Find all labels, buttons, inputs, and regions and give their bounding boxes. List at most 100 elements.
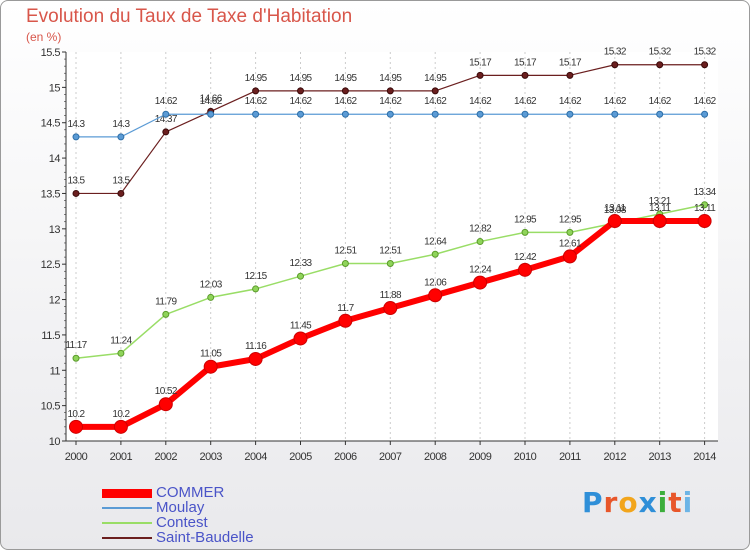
data-label-contest: 11.24 — [110, 335, 132, 346]
data-point-contest — [252, 285, 260, 293]
data-label-contest: 12.51 — [379, 245, 402, 256]
data-label-moulay: 14.3 — [112, 119, 130, 130]
data-label-moulay: 14.62 — [379, 96, 402, 107]
data-label-commer: 13.11 — [649, 203, 671, 214]
data-point-moulay — [72, 133, 80, 141]
data-point-commer — [338, 313, 353, 328]
x-tick-label: 2002 — [155, 451, 178, 463]
data-point-moulay — [207, 110, 215, 118]
data-label-saint-baudelle: 15.17 — [559, 57, 582, 68]
data-point-commer — [473, 275, 488, 290]
data-label-commer: 12.24 — [469, 265, 492, 276]
y-tick-label: 10.5 — [41, 401, 61, 413]
data-point-commer — [428, 288, 443, 303]
data-label-contest: 13.34 — [694, 187, 717, 198]
data-label-contest: 12.64 — [424, 236, 447, 247]
data-label-moulay: 14.62 — [649, 96, 672, 107]
data-point-commer — [607, 214, 622, 229]
data-label-contest: 12.33 — [289, 258, 312, 269]
data-point-saint-baudelle — [431, 87, 439, 95]
data-point-moulay — [297, 110, 304, 118]
data-label-saint-baudelle: 14.37 — [155, 114, 178, 125]
series-commer: 10.2 10.2 10.52 11.05 11.16 11.45 11.7 11.88 12.… — [67, 203, 717, 434]
data-point-contest — [476, 238, 484, 246]
data-point-commer — [518, 262, 532, 277]
data-label-contest: 11.79 — [155, 296, 177, 307]
x-tick-label: 2008 — [424, 451, 447, 463]
legend-swatch-saint-baudelle — [102, 537, 152, 539]
data-point-saint-baudelle — [72, 189, 80, 197]
data-label-contest: 12.15 — [245, 271, 268, 282]
x-tick-label: 2010 — [514, 451, 537, 463]
data-label-contest: 12.95 — [559, 214, 582, 225]
legend-label-moulay: Moulay — [156, 499, 205, 516]
x-tick-label: 2006 — [334, 451, 357, 463]
data-point-commer — [652, 214, 667, 229]
x-tick-label: 2009 — [469, 451, 492, 463]
data-point-contest — [701, 201, 709, 209]
proxiti-logo: Proxiti — [582, 486, 694, 519]
data-label-contest: 12.03 — [200, 279, 223, 290]
data-label-commer: 11.7 — [337, 303, 354, 314]
data-label-moulay: 14.62 — [604, 96, 627, 107]
data-label-saint-baudelle: 13.5 — [112, 175, 130, 186]
data-point-moulay — [386, 110, 394, 118]
x-tick-label: 2001 — [110, 451, 133, 463]
data-label-commer: 10.2 — [112, 409, 130, 420]
x-tick-label: 2004 — [244, 451, 267, 463]
data-label-commer: 10.2 — [67, 409, 85, 420]
data-label-moulay: 14.62 — [200, 96, 223, 107]
data-label-saint-baudelle: 15.32 — [604, 47, 627, 58]
data-point-moulay — [701, 110, 709, 118]
data-point-contest — [162, 310, 170, 318]
data-point-contest — [566, 228, 574, 236]
data-label-commer: 13.11 — [694, 203, 716, 214]
data-point-moulay — [476, 110, 484, 118]
data-label-saint-baudelle: 15.32 — [649, 47, 672, 58]
legend-label-saint-baudelle: Saint-Baudelle — [156, 529, 254, 546]
data-label-commer: 13.11 — [604, 203, 626, 214]
data-point-saint-baudelle — [162, 128, 170, 136]
data-label-commer: 11.88 — [380, 290, 402, 301]
y-tick-label: 13.5 — [41, 188, 61, 200]
data-point-contest — [521, 228, 529, 236]
x-tick-label: 2003 — [199, 451, 222, 463]
series-saint-baudelle: 13.5 13.5 14.37 14.66 14.95 14.95 14.95 14.95 14… — [67, 47, 717, 197]
data-label-moulay: 14.3 — [67, 119, 85, 130]
data-label-moulay: 14.62 — [245, 96, 268, 107]
series-contest: 11.17 11.24 11.79 12.03 12.15 12.33 12.51 12.51… — [65, 187, 717, 362]
y-tick-label: 14 — [49, 153, 61, 165]
data-point-moulay — [252, 110, 260, 118]
y-tick-label: 10 — [49, 436, 61, 448]
data-label-moulay: 14.62 — [694, 96, 717, 107]
y-tick-label: 13 — [49, 224, 61, 236]
data-label-moulay: 14.62 — [424, 96, 447, 107]
legend-label-commer: COMMER — [156, 484, 225, 501]
legend-label-contest: Contest — [156, 514, 208, 531]
data-point-contest — [431, 250, 439, 258]
data-point-saint-baudelle — [252, 87, 260, 95]
data-label-commer: 10.52 — [155, 386, 178, 397]
data-label-commer: 12.61 — [559, 238, 582, 249]
legend-swatch-moulay — [102, 507, 152, 509]
data-label-saint-baudelle: 13.5 — [67, 175, 85, 186]
data-label-saint-baudelle: 14.95 — [379, 73, 402, 84]
y-tick-label: 15 — [49, 82, 61, 94]
data-point-saint-baudelle — [656, 61, 664, 69]
data-label-commer: 12.42 — [514, 252, 537, 263]
legend-swatch-contest — [102, 522, 152, 524]
x-tick-label: 2011 — [559, 451, 581, 463]
data-point-moulay — [341, 110, 349, 118]
data-point-moulay — [656, 110, 664, 118]
data-point-saint-baudelle — [701, 61, 709, 69]
data-point-moulay — [117, 133, 125, 141]
x-tick-label: 2000 — [65, 451, 88, 463]
y-tick-label: 11 — [50, 365, 61, 377]
legend-swatch-commer — [102, 489, 152, 498]
data-point-saint-baudelle — [476, 71, 484, 79]
data-label-contest: 12.82 — [469, 224, 492, 235]
data-point-commer — [383, 301, 398, 316]
data-point-contest — [341, 259, 349, 267]
data-point-commer — [113, 419, 128, 434]
